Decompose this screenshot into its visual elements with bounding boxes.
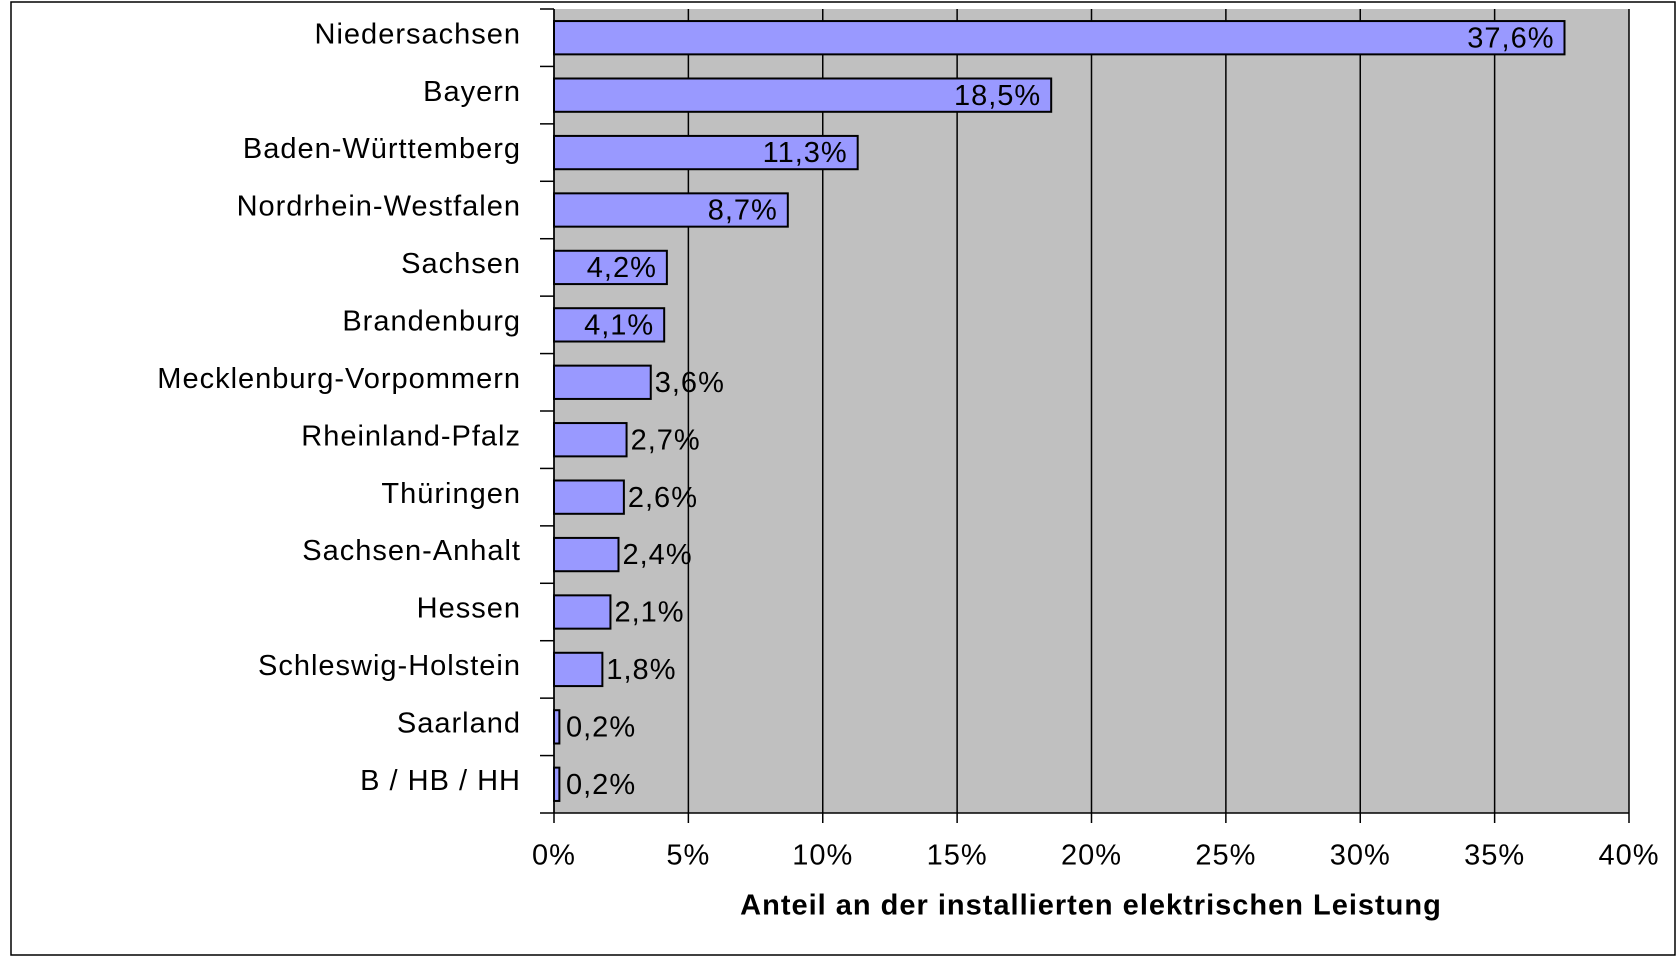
data-label: 8,7%: [708, 195, 778, 227]
x-tick-label: 15%: [927, 840, 988, 872]
bar: [553, 422, 628, 458]
bar: [553, 766, 561, 802]
bar: [553, 134, 859, 171]
bar: [553, 651, 604, 688]
x-tick-label: 40%: [1598, 840, 1659, 872]
data-label: 4,2%: [587, 252, 657, 284]
bar: [553, 594, 612, 630]
data-label: 37,6%: [1467, 22, 1554, 54]
y-tick-label: Baden-Württemberg: [243, 133, 521, 165]
x-tick-label: 20%: [1061, 840, 1122, 872]
bar: [553, 20, 1566, 56]
data-label: 2,1%: [614, 597, 684, 629]
bar: [553, 709, 561, 745]
data-label: 11,3%: [763, 137, 848, 169]
x-axis-title: Anteil an der installierten elektrischen…: [740, 890, 1442, 922]
bar: [553, 307, 666, 343]
y-tick-label: Schleswig-Holstein: [258, 650, 521, 682]
data-label: 0,2%: [566, 712, 636, 744]
bar: [553, 479, 625, 515]
x-tick-label: 5%: [666, 840, 710, 872]
x-tick-label: 0%: [532, 840, 576, 872]
y-tick-label: Hessen: [417, 593, 521, 625]
bar: [553, 77, 1053, 113]
data-label: 3,6%: [655, 367, 725, 399]
data-label: 1,8%: [606, 654, 676, 686]
x-tick-label: 35%: [1464, 840, 1525, 872]
y-tick-label: Nordrhein-Westfalen: [237, 191, 521, 223]
x-tick-label: 25%: [1195, 840, 1256, 872]
x-tick-label: 10%: [792, 840, 853, 872]
y-tick-label: Rheinland-Pfalz: [301, 420, 521, 452]
bar: [553, 536, 620, 573]
y-tick-label: Brandenburg: [342, 306, 521, 338]
y-tick-label: Thüringen: [381, 478, 521, 510]
x-tick-label: 30%: [1330, 840, 1391, 872]
data-label: 2,7%: [631, 424, 701, 456]
data-label: 0,2%: [566, 769, 636, 801]
data-label: 2,6%: [628, 482, 698, 514]
y-tick-label: Saarland: [397, 708, 521, 740]
y-tick-label: Sachsen-Anhalt: [302, 535, 521, 567]
data-label: 18,5%: [954, 80, 1041, 112]
y-tick-label: Bayern: [423, 76, 521, 108]
y-tick-label: Sachsen: [401, 248, 521, 280]
bar: [553, 249, 668, 286]
bar: [553, 364, 652, 400]
data-label: 2,4%: [623, 539, 693, 571]
bar: [553, 192, 789, 228]
y-tick-label: Niedersachsen: [315, 18, 521, 50]
data-label: 4,1%: [584, 310, 654, 342]
y-tick-label: B / HB / HH: [360, 765, 521, 797]
y-tick-label: Mecklenburg-Vorpommern: [157, 363, 521, 395]
